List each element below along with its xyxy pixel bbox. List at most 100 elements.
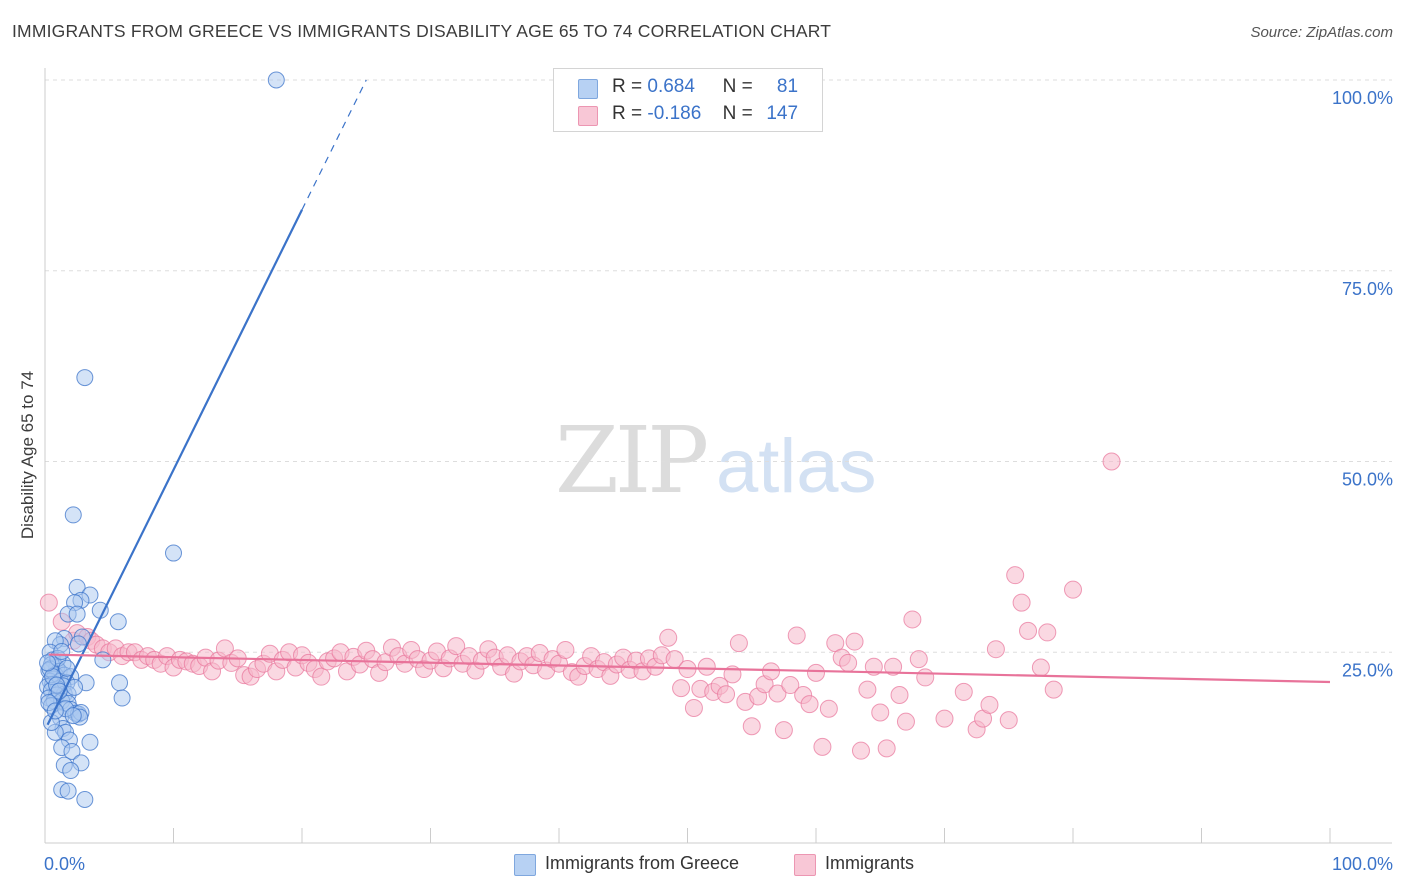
data-point-immigrants: [1031, 658, 1050, 677]
data-point-greece: [64, 506, 82, 524]
n-label: N =: [722, 103, 753, 124]
legend-swatch-pink: [794, 854, 816, 876]
data-point-immigrants: [819, 699, 838, 718]
data-point-immigrants: [768, 684, 787, 703]
watermark: ZIP atlas: [555, 407, 877, 514]
legend-label-greece: Immigrants from Greece: [545, 853, 740, 873]
data-point-immigrants: [697, 657, 716, 676]
data-point-immigrants: [774, 721, 793, 740]
y-tick-label: 75.0%: [1342, 279, 1393, 299]
data-point-immigrants: [864, 657, 883, 676]
chart-source: Source: ZipAtlas.com: [1250, 24, 1393, 41]
trend-line-immigrants: [48, 653, 1331, 684]
data-point-immigrants: [896, 712, 915, 731]
data-point-immigrants: [39, 593, 58, 612]
data-point-immigrants: [813, 737, 832, 756]
data-point-immigrants: [890, 685, 909, 704]
n-value: 147: [766, 103, 799, 124]
data-point-immigrants: [909, 650, 928, 669]
data-point-immigrants: [1044, 680, 1063, 699]
data-point-greece: [109, 613, 127, 631]
data-point-immigrants: [787, 626, 806, 645]
series-immigrants: [39, 452, 1121, 760]
data-point-immigrants: [871, 703, 890, 722]
data-point-immigrants: [1064, 580, 1082, 599]
n-value: 81: [776, 76, 799, 97]
legend-swatch-pink: [578, 106, 598, 126]
data-point-immigrants: [781, 676, 800, 695]
data-point-greece: [68, 605, 86, 623]
data-point-immigrants: [858, 680, 877, 699]
x-tick-label: 100.0%: [1332, 854, 1393, 874]
data-point-greece: [53, 642, 71, 660]
data-point-greece: [113, 689, 131, 707]
data-point-immigrants: [916, 668, 935, 687]
y-tick-label: 100.0%: [1332, 88, 1393, 108]
data-point-immigrants: [845, 632, 864, 651]
data-point-immigrants: [717, 685, 736, 704]
r-label: R =: [612, 103, 643, 124]
data-point-immigrants: [986, 640, 1005, 659]
data-point-immigrants: [954, 682, 973, 701]
stats-text-greece: R = 0.684 N = 81: [612, 76, 798, 98]
data-point-immigrants: [800, 695, 819, 714]
data-point-greece: [63, 742, 81, 760]
r-value: -0.186: [647, 103, 702, 124]
legend-swatch-blue: [578, 79, 598, 99]
data-point-immigrants: [312, 667, 331, 686]
r-value: 0.684: [647, 76, 695, 97]
data-point-greece: [62, 762, 80, 780]
data-point-greece: [64, 707, 82, 725]
series-immigrants-from-greece: [39, 71, 285, 809]
data-point-greece: [94, 651, 112, 669]
stats-legend: R = 0.684 N = 81 R = -0.186 N = 147: [553, 68, 823, 132]
tick-labels: 100.0% 75.0% 50.0% 25.0% 0.0% 100.0%: [44, 88, 1393, 874]
data-point-immigrants: [684, 698, 703, 717]
data-point-immigrants: [1012, 593, 1031, 612]
data-point-immigrants: [762, 662, 781, 681]
stats-text-immigrants: R = -0.186 N = 147: [612, 103, 798, 125]
axes: [44, 68, 1392, 844]
data-point-immigrants: [1019, 621, 1038, 640]
data-point-immigrants: [807, 663, 825, 682]
data-point-immigrants: [851, 741, 870, 760]
data-point-immigrants: [556, 640, 575, 659]
data-point-immigrants: [884, 657, 903, 676]
data-point-greece: [59, 782, 77, 800]
watermark-atlas: atlas: [716, 424, 877, 509]
grid: [45, 79, 1392, 653]
data-point-immigrants: [447, 637, 466, 656]
data-point-immigrants: [1102, 452, 1121, 471]
data-point-greece: [39, 654, 57, 672]
watermark-zip: ZIP: [555, 407, 706, 514]
data-point-immigrants: [903, 610, 922, 629]
r-label: R =: [612, 76, 643, 97]
data-point-greece: [81, 733, 99, 751]
data-point-immigrants: [659, 628, 678, 647]
data-point-immigrants: [980, 695, 999, 714]
legend-swatch-blue: [514, 854, 536, 876]
data-point-immigrants: [999, 711, 1018, 730]
y-tick-label: 25.0%: [1342, 660, 1393, 680]
chart-title: IMMIGRANTS FROM GREECE VS IMMIGRANTS DIS…: [12, 21, 832, 41]
data-point-immigrants: [1006, 566, 1025, 585]
data-point-greece: [111, 674, 129, 692]
data-point-immigrants: [672, 679, 691, 698]
data-point-greece: [76, 791, 94, 809]
n-label: N =: [722, 76, 753, 97]
data-point-greece: [76, 369, 94, 387]
legend-label-immigrants: Immigrants: [825, 853, 915, 873]
data-point-immigrants: [1038, 623, 1057, 642]
x-tick-label: 0.0%: [44, 854, 85, 874]
data-point-immigrants: [935, 709, 954, 728]
data-point-immigrants: [729, 634, 748, 653]
trend-line-greece-extension: [301, 79, 367, 210]
data-point-immigrants: [742, 717, 761, 736]
data-point-immigrants: [839, 653, 858, 672]
data-point-greece: [267, 71, 285, 89]
data-point-immigrants: [877, 739, 896, 758]
trend-line-greece: [46, 209, 303, 726]
trend-lines: [46, 79, 1331, 726]
data-point-greece: [165, 544, 182, 562]
